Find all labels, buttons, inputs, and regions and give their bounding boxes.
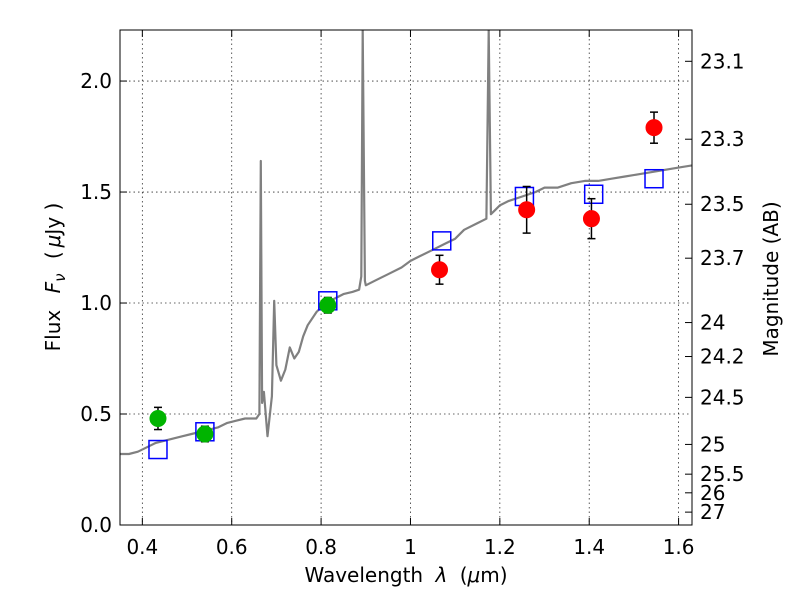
model-photometry-square	[644, 168, 664, 189]
y-tick-label: 0.0	[80, 513, 112, 537]
y-tick-label: 1.5	[80, 180, 112, 204]
observed-flux-point	[582, 210, 600, 228]
observed-flux-point	[149, 409, 167, 427]
y-axis-label: Flux Fν (μJy )	[41, 203, 70, 352]
y2-tick-label: 23.5	[700, 192, 745, 216]
y2-tick-label: 27	[700, 500, 725, 524]
grid-lines	[120, 30, 692, 526]
x-axis-ticks: 0.4 0.6 0.8 1 1.2 1.4 1.6	[126, 30, 695, 559]
x-tick-label: 1.2	[484, 535, 516, 559]
plot-frame	[119, 29, 693, 526]
observed-flux-point	[431, 261, 449, 279]
observed-flux-point	[196, 425, 214, 443]
model-photometry-square	[148, 439, 168, 460]
y2-tick-label: 26	[700, 481, 725, 505]
y2-tick-label: 24.5	[700, 385, 745, 409]
model-photometry-square	[432, 231, 452, 251]
y-axis-ticks: 0.0 0.5 1.0 1.5 2.0	[80, 69, 127, 537]
observed-flux-point	[518, 201, 536, 219]
x-tick-label: 0.4	[126, 535, 158, 559]
x-tick-label: 1.6	[663, 535, 695, 559]
y2-tick-label: 25.5	[700, 462, 745, 486]
y2-axis-label: Magnitude (AB)	[759, 201, 783, 356]
spectrum-line-group	[120, 30, 692, 456]
x-axis-label: Wavelength λ (μm)	[304, 563, 507, 587]
x-tick-label: 1.4	[573, 535, 605, 559]
observed-flux-point	[645, 119, 663, 137]
x-tick-label: 0.8	[305, 535, 337, 559]
y2-tick-label: 24	[700, 311, 725, 335]
y2-tick-label: 25	[700, 432, 725, 456]
y-tick-label: 0.5	[80, 402, 112, 426]
observed-flux-point	[319, 296, 337, 314]
y2-tick-label: 24.2	[700, 345, 745, 369]
y-tick-label: 2.0	[80, 69, 112, 93]
photometry-markers	[148, 111, 664, 460]
y2-tick-label: 23.7	[700, 246, 745, 270]
spectrum-line	[120, 30, 692, 456]
x-tick-label: 1	[404, 535, 417, 559]
y2-tick-label: 23.1	[700, 49, 745, 73]
model-photometry-square	[583, 184, 604, 205]
y2-tick-label: 23.3	[700, 127, 745, 151]
y-tick-label: 1.0	[80, 291, 112, 315]
x-tick-label: 0.6	[216, 535, 248, 559]
